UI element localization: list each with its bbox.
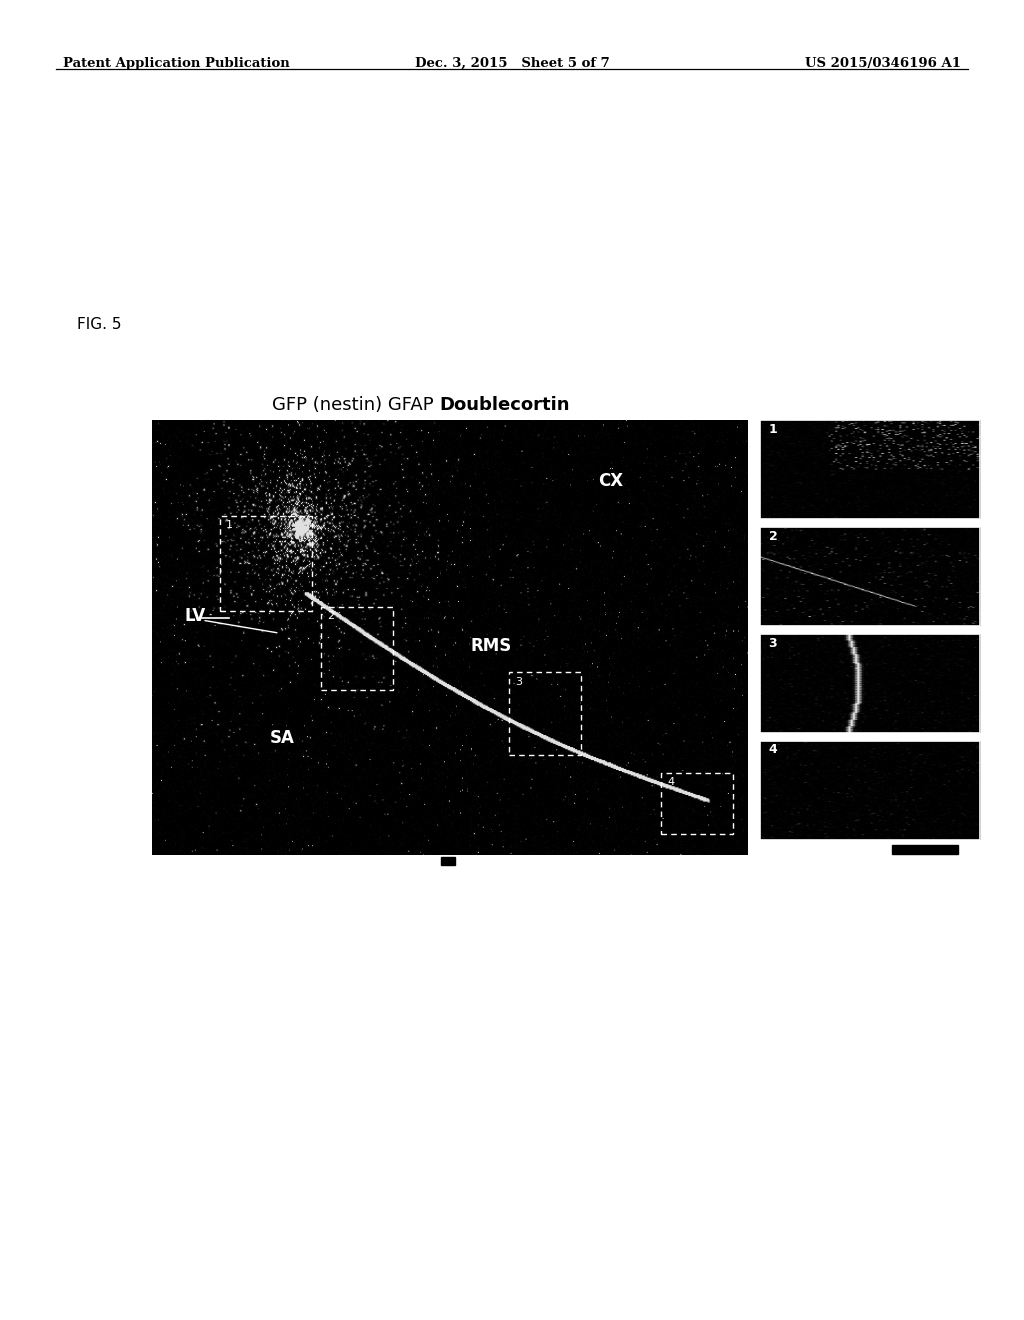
Text: 1: 1 [769,422,777,436]
Text: CX: CX [598,473,623,490]
Text: SA: SA [270,729,295,747]
Bar [662,772,732,834]
Bar [322,607,393,690]
Text: FIG. 5: FIG. 5 [77,317,121,331]
Bar [434,842,447,850]
Text: Doublecortin: Doublecortin [439,396,569,414]
Text: LV: LV [184,607,206,624]
Bar [440,857,456,865]
Text: 4: 4 [769,743,777,756]
Text: 4: 4 [667,777,674,787]
Text: Dec. 3, 2015   Sheet 5 of 7: Dec. 3, 2015 Sheet 5 of 7 [415,57,609,70]
Text: GFP (nestin) GFAP: GFP (nestin) GFAP [272,396,439,414]
Text: 1: 1 [226,520,233,529]
Text: 2: 2 [769,529,777,543]
Text: 2: 2 [328,611,335,622]
Bar [509,672,581,755]
Text: RMS: RMS [471,638,512,655]
Text: 3: 3 [515,677,522,686]
Text: US 2015/0346196 A1: US 2015/0346196 A1 [805,57,961,70]
Bar [220,516,312,611]
Text: 3: 3 [769,636,777,649]
Bar [892,845,958,854]
Text: Patent Application Publication: Patent Application Publication [63,57,290,70]
